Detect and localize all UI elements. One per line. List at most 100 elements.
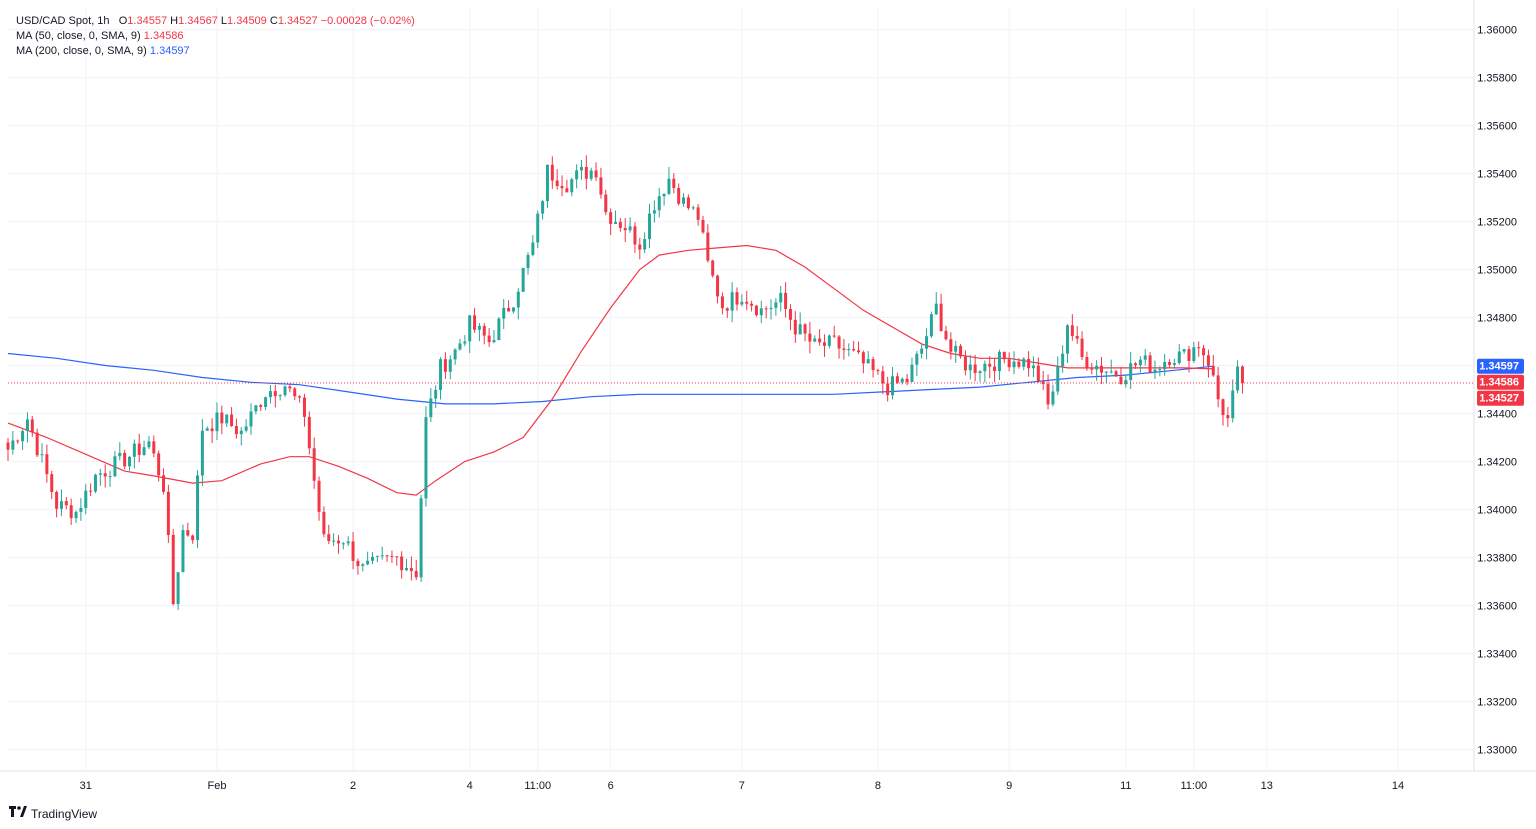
- time-tick-label: 6: [608, 780, 614, 792]
- price-axis[interactable]: 1.36000 1.35800 1.35600 1.35400 1.35200 1.350…: [1473, 0, 1517, 771]
- candle-body: [934, 303, 938, 315]
- candle-body: [361, 564, 365, 567]
- ma200-line: [7, 352, 1214, 405]
- candle-body: [983, 363, 987, 372]
- candle-body: [244, 426, 248, 431]
- candle-body: [555, 180, 559, 187]
- candle-body: [905, 378, 909, 382]
- candle-body: [1187, 349, 1191, 361]
- legend-symbol-row[interactable]: USD/CAD Spot, 1h O1.34557 H1.34567 L1.34…: [16, 14, 415, 29]
- candle-body: [50, 474, 54, 492]
- low-label: L: [220, 15, 228, 27]
- candle-body: [988, 363, 992, 367]
- candle-body: [1007, 359, 1011, 368]
- candle-body: [346, 541, 350, 544]
- candle-body: [108, 476, 112, 478]
- price-tick-label: 1.35200: [1477, 217, 1517, 229]
- candle-body: [298, 396, 302, 398]
- candle-body: [230, 414, 234, 427]
- candle-body: [720, 296, 724, 309]
- candle-body: [200, 430, 204, 476]
- candle-body: [745, 301, 749, 304]
- candle-body: [259, 405, 263, 408]
- candle-body: [1065, 325, 1069, 354]
- candle-body: [861, 352, 865, 364]
- candle-body: [123, 452, 127, 467]
- candle-body: [1017, 361, 1021, 367]
- candle-body: [584, 166, 588, 179]
- candle-body: [239, 430, 243, 435]
- price-badge-label: 1.34586: [1479, 377, 1519, 389]
- candle-body: [395, 556, 399, 558]
- candle-body: [268, 391, 272, 398]
- candle-body: [1031, 365, 1035, 369]
- candle-body: [507, 307, 511, 312]
- price-tick-label: 1.33200: [1477, 696, 1517, 708]
- candle-body: [788, 308, 792, 320]
- candle-body: [307, 416, 311, 449]
- candle-body: [798, 324, 802, 335]
- candle-body: [886, 383, 890, 396]
- candle-body: [1216, 375, 1220, 400]
- price-badge-last: [1477, 390, 1524, 406]
- candle-body: [1046, 384, 1050, 405]
- candle-body: [1027, 358, 1031, 369]
- candle-body: [696, 207, 700, 220]
- candle-body: [716, 275, 720, 297]
- candle-body: [511, 307, 515, 312]
- candle-body: [997, 351, 1001, 372]
- candle-body: [351, 541, 355, 561]
- candle-body: [1172, 363, 1176, 365]
- candle-body: [589, 170, 593, 179]
- legend-ma50-row[interactable]: MA (50, close, 0, SMA, 9) 1.34586: [16, 29, 415, 44]
- candle-body: [686, 197, 690, 209]
- price-tick-label: 1.33800: [1477, 552, 1517, 564]
- candle-body: [152, 441, 156, 454]
- candle-body: [638, 244, 642, 250]
- tradingview-brand[interactable]: TradingView: [9, 806, 97, 821]
- tradingview-logo-icon: [9, 806, 27, 821]
- candle-body: [784, 292, 788, 309]
- change-value: −0.00028 (−0.02%): [320, 15, 415, 27]
- candle-body: [852, 349, 856, 351]
- candle-body: [822, 342, 826, 346]
- candle-body: [1056, 366, 1060, 392]
- candle-body: [944, 330, 948, 340]
- candle-body: [468, 315, 472, 342]
- candle-body: [424, 417, 428, 499]
- candle-body: [1090, 368, 1094, 370]
- candle-body: [701, 219, 705, 233]
- candle-body: [21, 431, 25, 442]
- candle-body: [599, 177, 603, 195]
- time-axis[interactable]: 31 Feb 2 4 11:00 6 7 8 9 11 11:00 13 14: [0, 770, 1536, 792]
- candle-body: [419, 498, 423, 578]
- time-tick-label: 14: [1392, 780, 1404, 792]
- time-tick-label: 2: [350, 780, 356, 792]
- candle-body: [409, 568, 413, 571]
- symbol-label: USD/CAD Spot, 1h: [16, 15, 110, 27]
- candle-body: [1070, 325, 1074, 336]
- candle-body: [249, 411, 253, 427]
- legend-ma200-row[interactable]: MA (200, close, 0, SMA, 9) 1.34597: [16, 44, 415, 59]
- candle-body: [682, 197, 686, 204]
- candle-body: [677, 187, 681, 204]
- candle-body: [225, 414, 229, 424]
- candle-body: [968, 364, 972, 371]
- candle-body: [1095, 365, 1099, 370]
- price-tick-label: 1.36000: [1477, 25, 1517, 37]
- candle-body: [176, 572, 180, 605]
- candle-body: [6, 442, 10, 450]
- candle-body: [711, 260, 715, 276]
- candle-body: [59, 501, 63, 509]
- candle-body: [1143, 355, 1147, 360]
- price-badge-label: 1.34527: [1479, 393, 1519, 405]
- candle-body: [332, 540, 336, 542]
- candle-body: [1138, 359, 1142, 366]
- candle-body: [1240, 366, 1244, 384]
- candle-body: [45, 454, 49, 475]
- candle-body: [74, 511, 78, 519]
- candle-body: [959, 345, 963, 357]
- candle-body: [866, 359, 870, 364]
- chart-legend: USD/CAD Spot, 1h O1.34557 H1.34567 L1.34…: [16, 14, 415, 59]
